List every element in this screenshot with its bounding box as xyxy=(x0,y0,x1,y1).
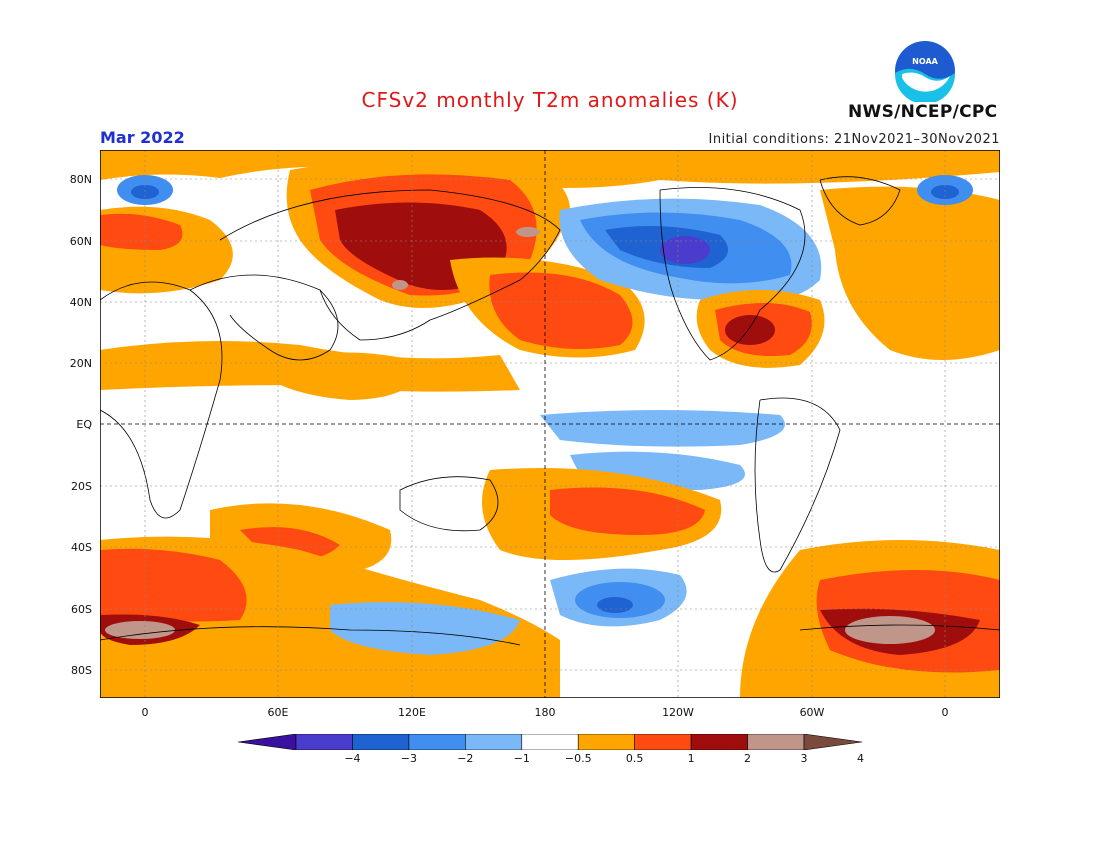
noaa-logo-icon: NOAA xyxy=(895,41,955,102)
lat-label: 20S xyxy=(71,480,92,493)
colorbar-label: −2 xyxy=(457,752,474,765)
lon-label: 0 xyxy=(941,706,949,719)
initial-conditions-label: Initial conditions: 21Nov2021–30Nov2021 xyxy=(708,132,1000,147)
colorbar-label: 3 xyxy=(800,752,808,765)
map-title: CFSv2 monthly T2m anomalies (K) xyxy=(361,88,739,112)
anomaly-region-atlantic xyxy=(820,186,1000,360)
colorbar-label: −3 xyxy=(400,752,417,765)
anomaly-region-arctic xyxy=(100,150,1000,188)
colorbar-label: 2 xyxy=(744,752,752,765)
colorbar-label: 0.5 xyxy=(625,752,644,765)
lat-label: 40N xyxy=(69,296,92,309)
color-scale-bar xyxy=(238,734,862,750)
lat-label: 60S xyxy=(71,603,92,616)
colorbar-segment xyxy=(465,734,523,750)
lat-label: 60N xyxy=(69,235,92,248)
valid-month-label: Mar 2022 xyxy=(100,128,185,147)
lat-label: 20N xyxy=(69,357,92,370)
lon-label: 120W xyxy=(662,706,694,719)
gridlines xyxy=(100,150,1000,698)
colorbar-segment xyxy=(803,734,862,750)
agency-label: NWS/NCEP/CPC xyxy=(848,102,998,122)
lat-label: EQ xyxy=(76,418,92,431)
lat-label: 40S xyxy=(71,541,92,554)
lon-label: 180 xyxy=(534,706,556,719)
lat-label: 80N xyxy=(69,173,92,186)
lat-label: 80S xyxy=(71,664,92,677)
colorbar-segment xyxy=(690,734,748,750)
lon-label: 120E xyxy=(398,706,426,719)
colorbar-segment xyxy=(352,734,410,750)
colorbar-segment xyxy=(634,734,692,750)
lon-label: 60W xyxy=(799,706,825,719)
colorbar-label: 1 xyxy=(687,752,695,765)
colorbar-segment xyxy=(295,734,353,750)
coastlines xyxy=(100,176,1000,646)
lon-label: 60E xyxy=(267,706,289,719)
colorbar-segment xyxy=(747,734,805,750)
colorbar-segment xyxy=(238,734,297,750)
colorbar-label: −1 xyxy=(513,752,530,765)
colorbar-label: −0.5 xyxy=(564,752,592,765)
anomaly-region-equatorial-pacific xyxy=(540,410,785,447)
colorbar-label: 4 xyxy=(856,752,864,765)
anomaly-map xyxy=(100,150,1000,698)
colorbar-label: −4 xyxy=(344,752,361,765)
colorbar-segment xyxy=(408,734,466,750)
svg-text:NOAA: NOAA xyxy=(912,57,938,66)
lon-label: 0 xyxy=(141,706,149,719)
colorbar-segment xyxy=(521,734,579,750)
colorbar-segment xyxy=(577,734,635,750)
